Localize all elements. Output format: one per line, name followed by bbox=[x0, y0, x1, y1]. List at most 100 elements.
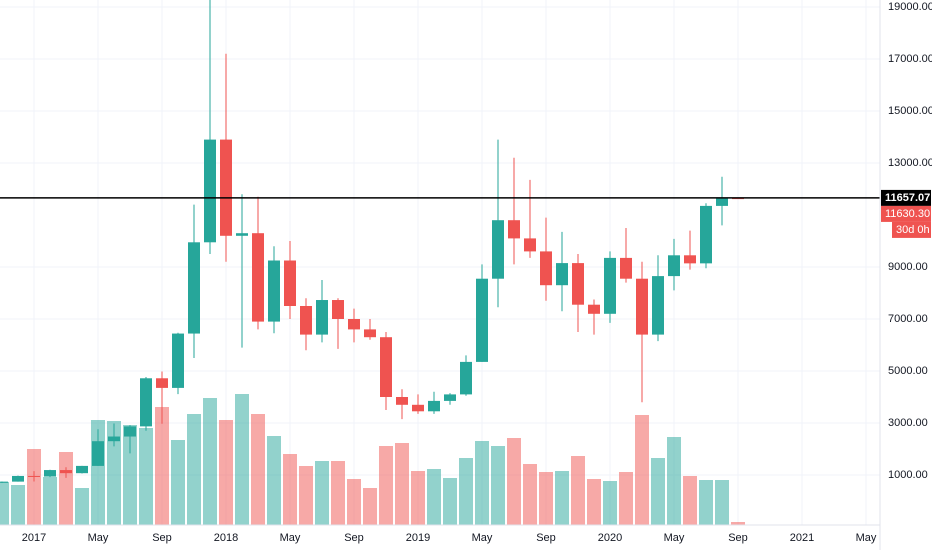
x-tick-label: Sep bbox=[728, 532, 748, 544]
x-tick-label: May bbox=[664, 532, 685, 544]
volume-bar bbox=[139, 428, 153, 525]
volume-bar bbox=[283, 454, 297, 525]
x-tick-label: May bbox=[88, 532, 109, 544]
candle-body bbox=[620, 257, 632, 279]
volume-bar bbox=[379, 446, 393, 525]
y-tick-label: 7000.00 bbox=[888, 313, 928, 325]
volume-bar bbox=[363, 488, 377, 525]
volume-bar bbox=[331, 461, 345, 525]
candle-body bbox=[204, 139, 216, 243]
candle-body bbox=[236, 233, 248, 236]
candle-body bbox=[140, 378, 152, 427]
countdown-label: 30d 0h bbox=[896, 224, 930, 236]
countdown-box bbox=[892, 221, 931, 238]
candle-body bbox=[44, 470, 56, 477]
volume-bar bbox=[539, 472, 553, 525]
candle-body bbox=[572, 263, 584, 305]
candle-body bbox=[156, 378, 168, 388]
volume-bar bbox=[75, 488, 89, 525]
volume-bar bbox=[219, 420, 233, 525]
volume-bar bbox=[651, 458, 665, 525]
candle-body bbox=[636, 278, 648, 335]
volume-bar bbox=[203, 398, 217, 525]
volume-bar bbox=[427, 469, 441, 525]
candle-body bbox=[0, 481, 8, 483]
volume-bar bbox=[43, 477, 57, 525]
volume-bar bbox=[507, 438, 521, 525]
candle-body bbox=[348, 318, 360, 330]
x-tick-label: 2019 bbox=[406, 532, 430, 544]
x-tick-label: 2021 bbox=[790, 532, 814, 544]
volume-bar bbox=[107, 421, 121, 525]
candle-body bbox=[300, 305, 312, 335]
price-label-box bbox=[881, 189, 931, 206]
candle-body bbox=[588, 304, 600, 314]
volume-bar bbox=[27, 449, 41, 525]
candle-body bbox=[460, 361, 472, 395]
volume-bar bbox=[619, 472, 633, 525]
volume-bar bbox=[0, 482, 9, 525]
candle-body bbox=[492, 220, 504, 279]
x-tick-label: 2018 bbox=[214, 532, 238, 544]
candle-body bbox=[716, 198, 728, 206]
volume-bar bbox=[731, 522, 745, 525]
candle-body bbox=[172, 333, 184, 388]
x-tick-label: Sep bbox=[152, 532, 172, 544]
candle-body bbox=[268, 260, 280, 322]
candle-body bbox=[364, 329, 376, 338]
volume-bar bbox=[235, 394, 249, 525]
y-tick-label: 5000.00 bbox=[888, 365, 928, 377]
volume-bar bbox=[443, 478, 457, 525]
candle-body bbox=[252, 233, 264, 322]
volume-bar bbox=[523, 464, 537, 525]
volume-bar bbox=[299, 466, 313, 525]
candle-body bbox=[124, 426, 136, 437]
candle-body bbox=[508, 220, 520, 239]
x-tick-label: Sep bbox=[344, 532, 364, 544]
volume-bar bbox=[571, 456, 585, 525]
candle-body bbox=[316, 300, 328, 335]
volume-bar bbox=[459, 458, 473, 525]
candle-body bbox=[76, 465, 88, 474]
volume-bar bbox=[347, 479, 361, 525]
x-tick-label: May bbox=[280, 532, 301, 544]
y-tick-label: 1000.00 bbox=[888, 469, 928, 481]
volume-bar bbox=[187, 414, 201, 525]
volume-bar bbox=[603, 481, 617, 525]
volume-bar bbox=[251, 414, 265, 525]
volume-bar bbox=[715, 480, 729, 525]
candle-body bbox=[428, 400, 440, 412]
volume-bar bbox=[555, 471, 569, 525]
candle-body bbox=[412, 404, 424, 412]
volume-bar bbox=[635, 415, 649, 525]
candle-body bbox=[668, 255, 680, 277]
volume-bar bbox=[395, 443, 409, 525]
volume-bar bbox=[11, 485, 25, 525]
price-label: 11657.07 bbox=[885, 192, 930, 204]
volume-bar bbox=[59, 452, 73, 525]
candle-body bbox=[12, 475, 24, 482]
close-label: 11630.30 bbox=[885, 208, 930, 220]
volume-bar bbox=[667, 437, 681, 525]
y-tick-label: 17000.00 bbox=[888, 53, 932, 65]
x-tick-label: 2020 bbox=[598, 532, 622, 544]
volume-bar bbox=[411, 471, 425, 525]
candle-body bbox=[684, 255, 696, 264]
candle-body bbox=[220, 139, 232, 236]
candle-body bbox=[476, 278, 488, 362]
candle-body bbox=[332, 300, 344, 319]
candle-body bbox=[380, 337, 392, 398]
candle-body bbox=[540, 251, 552, 286]
candle-body bbox=[92, 441, 104, 466]
y-tick-label: 19000.00 bbox=[888, 1, 932, 13]
candle-body bbox=[108, 436, 120, 442]
candle-body bbox=[556, 263, 568, 286]
volume-bar bbox=[123, 425, 137, 525]
candle-body bbox=[188, 242, 200, 334]
candle-body bbox=[60, 470, 72, 474]
candle-body bbox=[652, 276, 664, 335]
candle-body bbox=[700, 205, 712, 264]
volume-bar bbox=[315, 461, 329, 525]
